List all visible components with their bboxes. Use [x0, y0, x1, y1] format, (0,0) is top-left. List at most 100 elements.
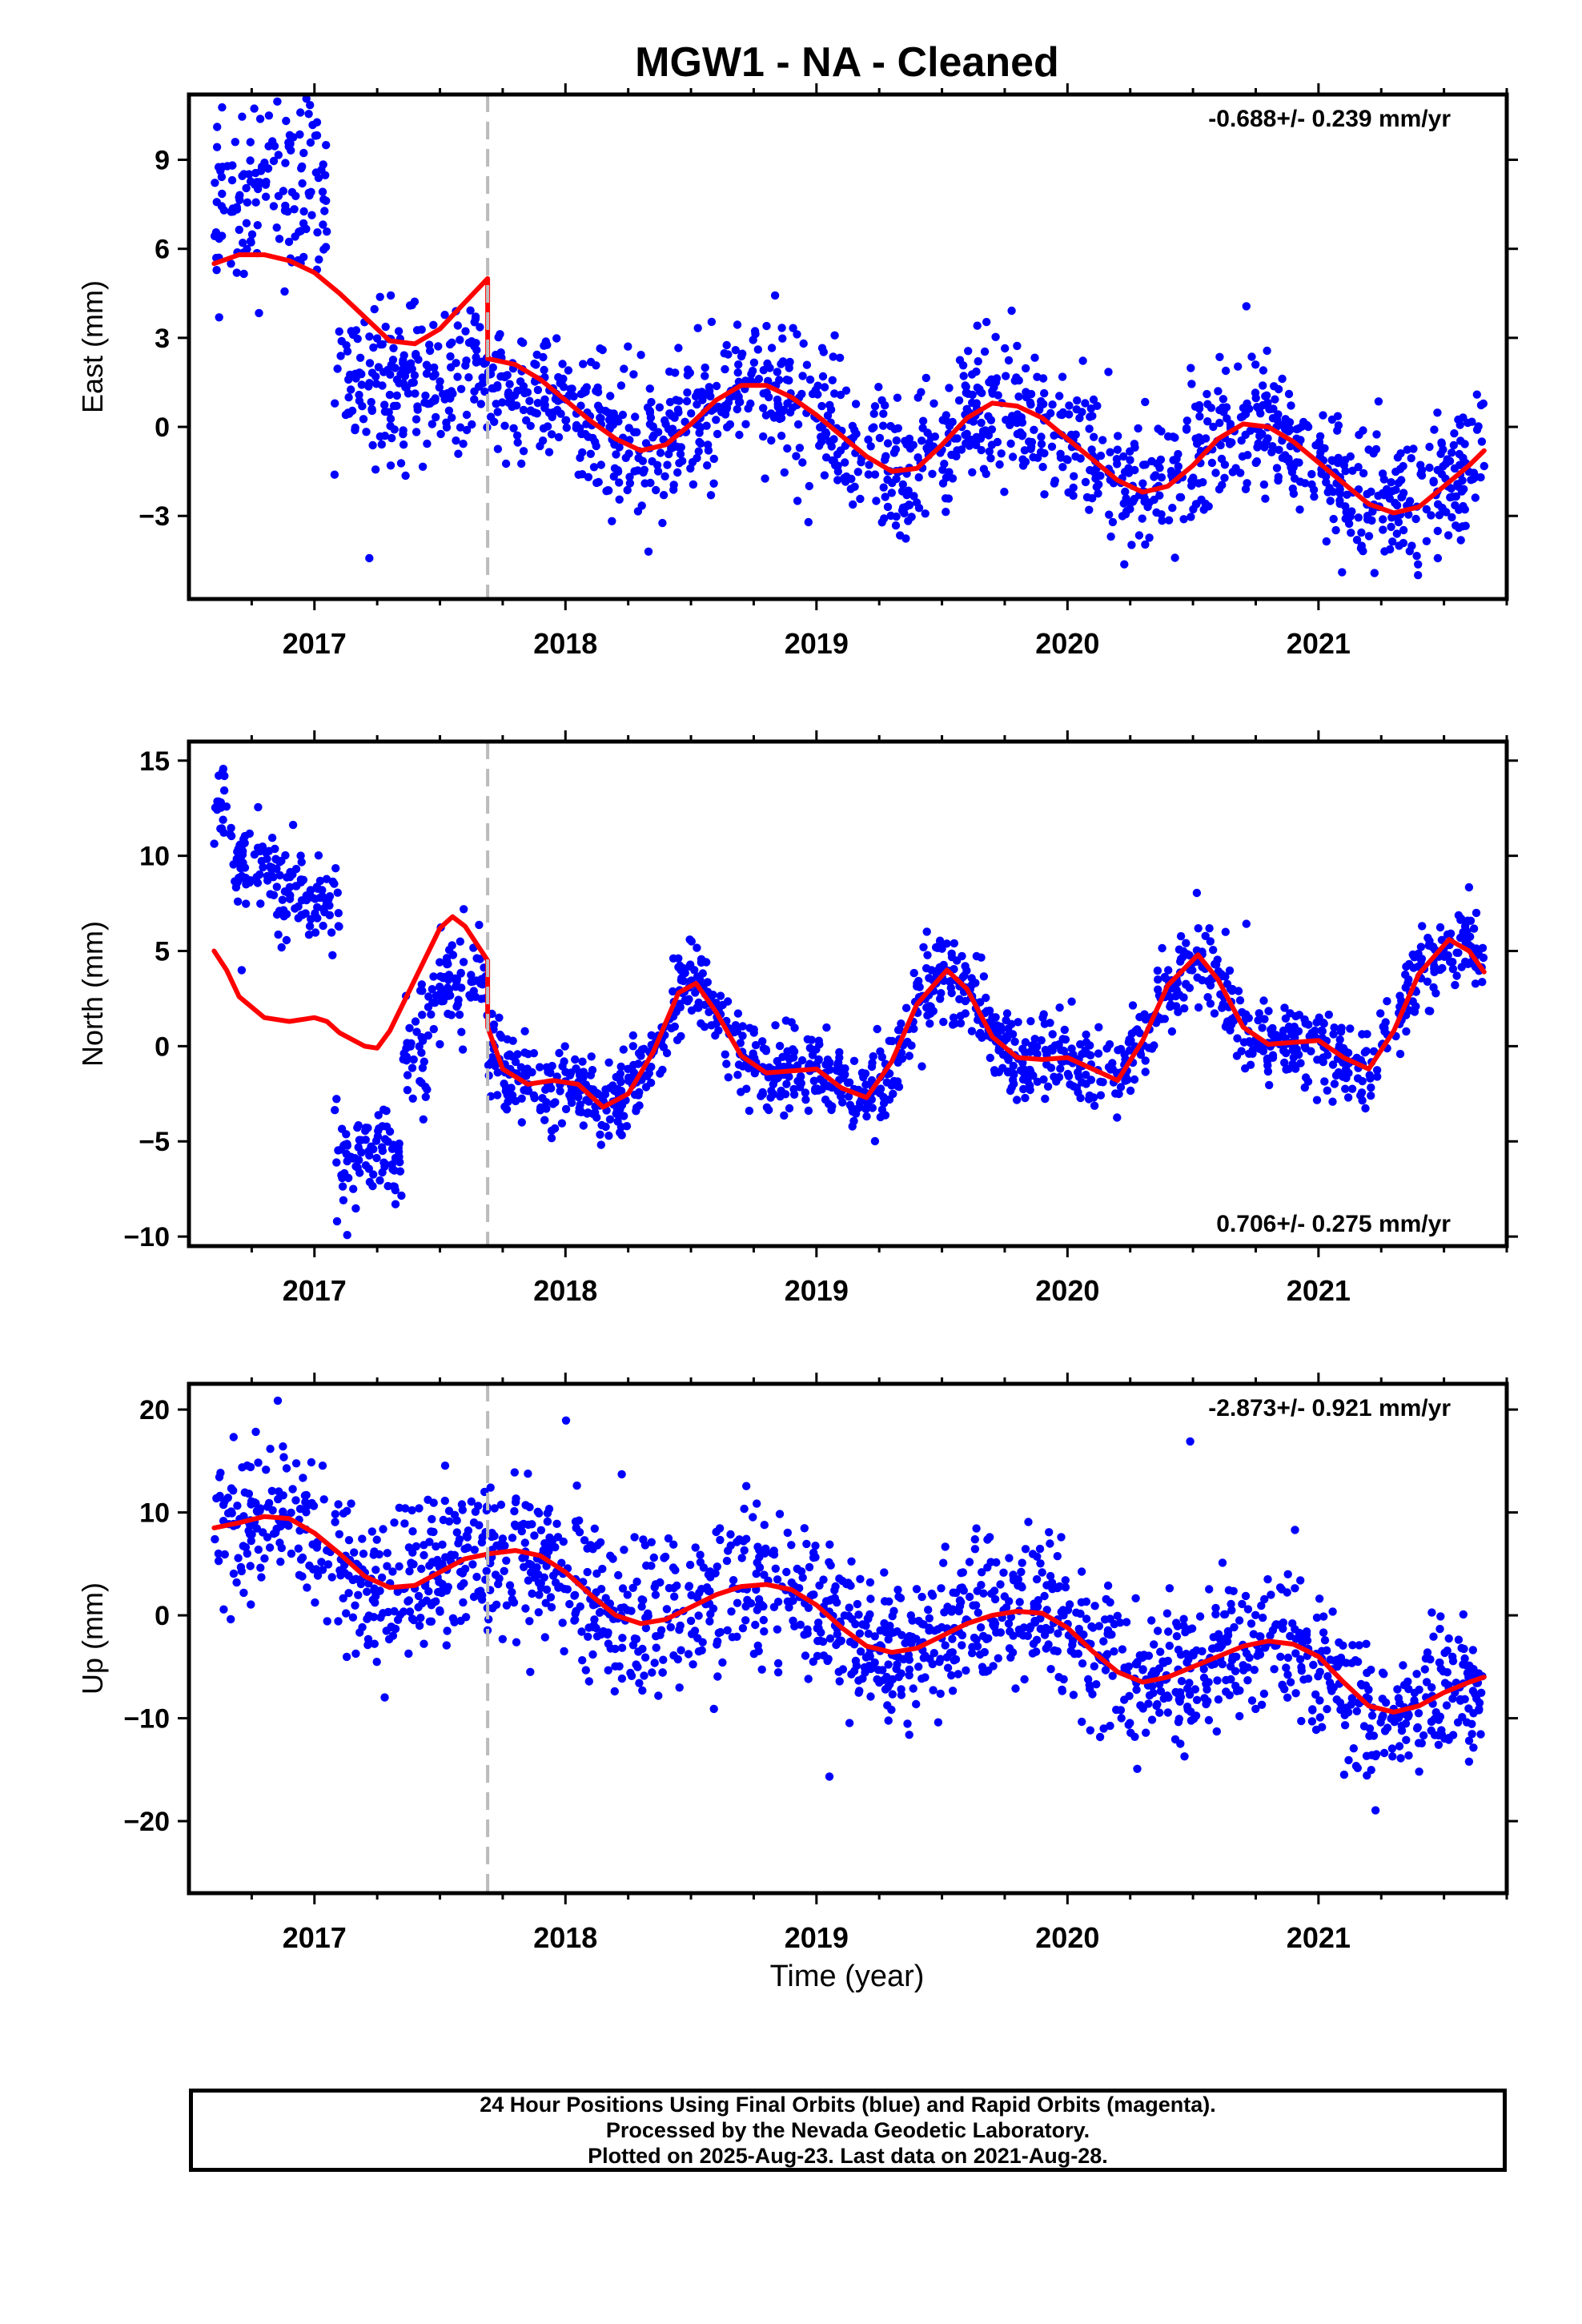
east-observation-point: [652, 460, 662, 469]
north-observation-point: [1461, 939, 1470, 947]
north-observation-point: [423, 1085, 432, 1094]
east-y-axis-label: East (mm): [76, 280, 109, 413]
up-observation-point: [296, 1555, 306, 1564]
east-observation-point: [973, 321, 982, 330]
east-observation-point: [462, 410, 472, 420]
up-observation-point: [417, 1564, 426, 1574]
north-observation-point: [542, 1104, 551, 1113]
east-observation-point: [1374, 651, 1382, 659]
up-observation-point: [1309, 1660, 1318, 1670]
east-observation-point: [701, 363, 709, 372]
up-observation-point: [893, 1627, 901, 1636]
east-observation-point: [1014, 376, 1023, 385]
north-observation-point: [824, 1082, 833, 1091]
up-observation-point: [1283, 1653, 1293, 1663]
east-observation-point: [1154, 424, 1162, 433]
east-observation-point: [532, 360, 540, 369]
up-observation-point: [1180, 1752, 1189, 1761]
north-observation-point: [391, 1200, 400, 1208]
up-observation-point: [540, 1633, 549, 1642]
up-observation-point: [921, 1673, 930, 1682]
up-observation-point: [640, 1653, 650, 1662]
up-observation-point: [802, 1539, 811, 1549]
east-observation-point: [408, 364, 416, 373]
north-observation-point: [1284, 1064, 1293, 1074]
up-observation-point: [863, 1614, 873, 1623]
east-observation-point: [918, 424, 927, 432]
north-observation-point: [938, 963, 946, 972]
east-observation-point: [616, 381, 626, 390]
east-observation-point: [284, 237, 294, 247]
east-observation-point: [386, 421, 395, 431]
east-observation-point: [1322, 537, 1331, 546]
north-observation-point: [428, 998, 437, 1007]
east-observation-point: [1122, 497, 1132, 506]
up-observation-point: [914, 1663, 923, 1671]
up-observation-point: [425, 1617, 435, 1626]
up-observation-point: [1018, 1558, 1026, 1567]
north-observation-point: [1303, 1077, 1313, 1086]
north-observation-point: [1021, 1038, 1030, 1047]
up-observation-point: [452, 1528, 461, 1537]
north-observation-point: [1347, 1084, 1357, 1093]
east-observation-point: [1369, 449, 1378, 458]
up-observation-point: [996, 1580, 1005, 1589]
east-observation-point: [299, 207, 308, 216]
north-observation-point: [1094, 1023, 1103, 1031]
east-observation-point: [1427, 511, 1435, 520]
north-observation-point: [922, 927, 931, 936]
east-observation-point: [1201, 434, 1211, 443]
north-observation-point: [1478, 943, 1488, 953]
north-observation-point: [395, 1139, 404, 1148]
up-observation-point: [1055, 1582, 1064, 1591]
up-observation-point: [1404, 1751, 1413, 1760]
north-observation-point: [305, 922, 315, 931]
up-observation-point: [804, 1675, 813, 1683]
north-observation-point: [1206, 937, 1215, 946]
up-observation-point: [1183, 1705, 1192, 1714]
up-observation-point: [851, 1619, 860, 1629]
north-observation-point: [619, 1045, 628, 1054]
up-observation-point: [1460, 1644, 1468, 1654]
up-observation-point: [755, 1563, 764, 1572]
east-observation-point: [470, 395, 479, 404]
east-observation-point: [1220, 473, 1229, 482]
east-observation-point: [462, 425, 472, 435]
east-observation-point: [1266, 404, 1275, 413]
north-observation-point: [620, 1112, 628, 1120]
east-observation-point: [693, 400, 701, 409]
up-observation-point: [521, 1604, 530, 1613]
up-observation-point: [1257, 1700, 1267, 1709]
up-observation-point: [941, 1641, 950, 1650]
east-observation-point: [353, 334, 362, 344]
up-observation-point: [256, 1563, 265, 1572]
up-observation-point: [588, 1650, 597, 1659]
east-observation-point: [798, 372, 807, 380]
north-observation-point: [676, 1003, 685, 1011]
north-observation-point: [577, 1108, 586, 1117]
up-observation-point: [694, 1647, 704, 1656]
up-observation-point: [229, 1315, 237, 1323]
north-observation-point: [707, 1021, 716, 1030]
north-observation-point: [1319, 1053, 1327, 1062]
east-observation-point: [773, 368, 781, 376]
east-observation-point: [1370, 569, 1379, 577]
up-observation-point: [800, 1524, 809, 1533]
east-observation-point: [312, 131, 322, 140]
east-observation-point: [594, 477, 603, 487]
up-observation-point: [262, 1466, 271, 1474]
north-observation-point: [476, 955, 484, 963]
up-observation-point: [1227, 1656, 1237, 1665]
east-observation-point: [1295, 458, 1303, 467]
north-observation-point: [841, 1070, 849, 1080]
north-observation-point: [1328, 1097, 1337, 1106]
north-observation-point: [429, 972, 438, 981]
east-observation-point: [819, 348, 828, 356]
east-observation-point: [1096, 451, 1106, 460]
east-observation-point: [474, 382, 484, 391]
north-observation-point: [1343, 1048, 1353, 1057]
up-observation-point: [1323, 1672, 1332, 1681]
north-observation-point: [1039, 1010, 1048, 1019]
east-observation-point: [410, 297, 420, 306]
up-observation-point: [311, 1598, 319, 1607]
